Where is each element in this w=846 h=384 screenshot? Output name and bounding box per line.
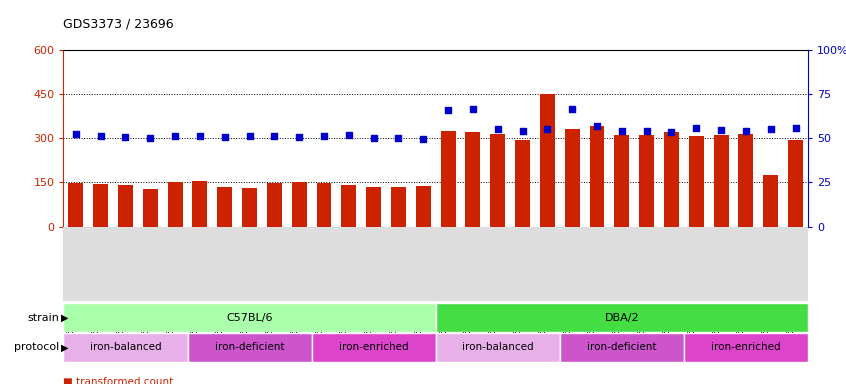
Bar — [168, 182, 183, 227]
Bar — [242, 188, 257, 227]
Point — [416, 136, 430, 142]
Point — [144, 135, 157, 141]
Point — [69, 131, 83, 137]
Point — [516, 128, 530, 134]
Bar — [69, 183, 83, 227]
Point — [739, 128, 753, 134]
Point — [541, 126, 554, 132]
Text: iron-deficient: iron-deficient — [587, 342, 656, 353]
Text: C57BL/6: C57BL/6 — [227, 313, 272, 323]
FancyBboxPatch shape — [188, 333, 311, 362]
Point — [342, 132, 355, 138]
Point — [591, 123, 604, 129]
Point — [565, 106, 579, 113]
Bar — [316, 183, 332, 227]
Text: iron-deficient: iron-deficient — [215, 342, 284, 353]
Point — [640, 128, 653, 134]
Bar — [689, 136, 704, 227]
Text: ■ transformed count: ■ transformed count — [63, 377, 173, 384]
Point — [615, 128, 629, 134]
Bar — [614, 135, 629, 227]
Bar — [193, 181, 207, 227]
Text: protocol: protocol — [14, 342, 59, 353]
Bar — [714, 135, 728, 227]
Bar — [664, 132, 678, 227]
Point — [293, 134, 306, 140]
Bar — [739, 134, 753, 227]
Bar — [441, 131, 455, 227]
Point — [491, 126, 504, 132]
Bar — [292, 182, 306, 227]
Bar — [217, 187, 232, 227]
Point — [243, 133, 256, 139]
Bar — [540, 94, 555, 227]
Bar — [416, 186, 431, 227]
Text: iron-balanced: iron-balanced — [462, 342, 534, 353]
Point — [466, 106, 480, 113]
Bar — [788, 140, 803, 227]
Point — [392, 135, 405, 141]
Text: ▶: ▶ — [61, 313, 69, 323]
Point — [218, 134, 232, 140]
FancyBboxPatch shape — [436, 303, 808, 332]
Text: strain: strain — [27, 313, 59, 323]
Bar — [391, 187, 406, 227]
Point — [94, 133, 107, 139]
Point — [367, 135, 381, 141]
Bar — [640, 135, 654, 227]
Point — [317, 133, 331, 139]
Bar — [763, 175, 778, 227]
FancyBboxPatch shape — [684, 333, 808, 362]
Text: ▶: ▶ — [61, 342, 69, 353]
FancyBboxPatch shape — [63, 303, 436, 332]
Bar — [342, 185, 356, 227]
Bar — [143, 189, 157, 227]
Point — [193, 133, 206, 139]
FancyBboxPatch shape — [311, 333, 436, 362]
FancyBboxPatch shape — [560, 333, 684, 362]
Bar — [491, 134, 505, 227]
Point — [442, 107, 455, 113]
Text: DBA/2: DBA/2 — [605, 313, 639, 323]
Bar — [515, 140, 530, 227]
Point — [168, 133, 182, 139]
Text: GDS3373 / 23696: GDS3373 / 23696 — [63, 18, 174, 31]
Bar — [590, 126, 604, 227]
FancyBboxPatch shape — [436, 333, 560, 362]
Text: iron-enriched: iron-enriched — [339, 342, 409, 353]
FancyBboxPatch shape — [63, 333, 188, 362]
Bar — [118, 185, 133, 227]
Point — [118, 134, 132, 140]
Bar — [565, 129, 580, 227]
Bar — [93, 184, 108, 227]
Bar — [366, 187, 381, 227]
Bar — [267, 183, 282, 227]
Point — [665, 129, 678, 136]
Point — [267, 133, 281, 139]
Text: iron-enriched: iron-enriched — [711, 342, 781, 353]
Point — [788, 125, 802, 131]
Bar — [465, 132, 481, 227]
Point — [714, 127, 728, 133]
Point — [764, 126, 777, 132]
Point — [689, 125, 703, 131]
Text: iron-balanced: iron-balanced — [90, 342, 162, 353]
